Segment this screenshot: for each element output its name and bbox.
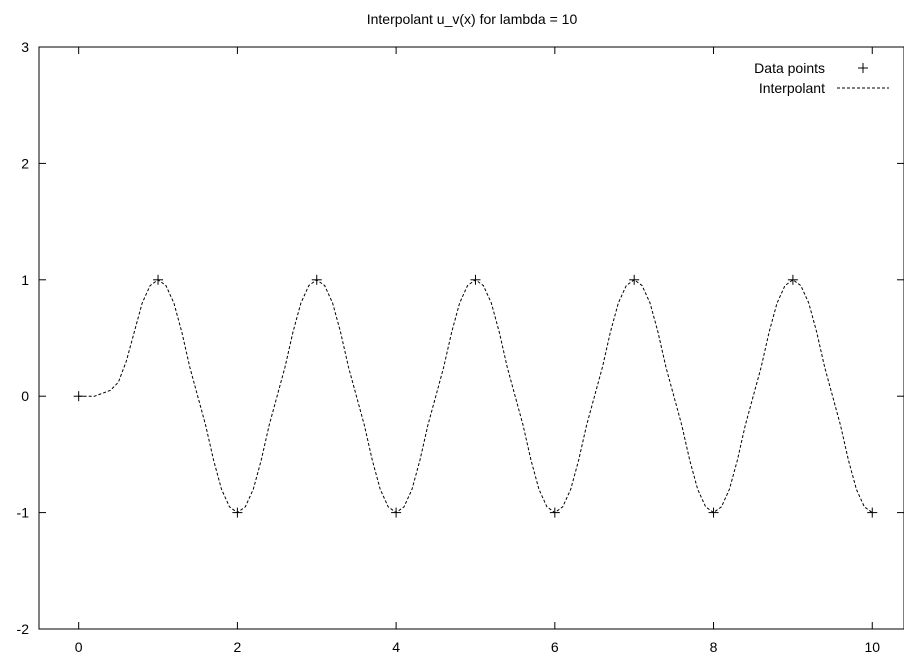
y-tick-label: 3 <box>21 39 29 55</box>
x-tick-label: 2 <box>233 639 241 655</box>
y-tick-label: 2 <box>21 155 29 171</box>
legend-label: Interpolant <box>759 80 825 96</box>
data-point <box>629 274 640 285</box>
y-tick-label: -2 <box>17 621 30 637</box>
legend-marker-data-points <box>858 63 868 73</box>
axis-ticks <box>39 46 904 630</box>
data-point <box>867 507 878 518</box>
data-point <box>787 274 798 285</box>
axis-tick-labels: 0 2 4 6 8 10 -2 -1 0 1 2 3 <box>17 39 881 655</box>
legend-label: Data points <box>754 60 825 76</box>
y-tick-label: -1 <box>17 505 30 521</box>
x-tick-label: 0 <box>75 639 83 655</box>
data-point <box>73 391 84 402</box>
y-tick-label: 1 <box>21 272 29 288</box>
data-point <box>549 507 560 518</box>
data-point <box>232 507 243 518</box>
y-tick-label: 0 <box>21 388 29 404</box>
series-line-interpolant <box>78 279 873 514</box>
data-point <box>470 274 481 285</box>
plot-frame <box>38 46 904 630</box>
x-tick-label: 6 <box>551 639 559 655</box>
data-point <box>391 507 402 518</box>
series-layer <box>73 274 878 518</box>
data-point <box>311 274 322 285</box>
x-tick-label: 4 <box>392 639 400 655</box>
chart-title: Interpolant u_v(x) for lambda = 10 <box>367 11 578 27</box>
x-tick-label: 10 <box>864 639 880 655</box>
legend: Data points Interpolant <box>754 60 889 96</box>
data-point <box>708 507 719 518</box>
x-tick-label: 8 <box>710 639 718 655</box>
data-point <box>153 274 164 285</box>
